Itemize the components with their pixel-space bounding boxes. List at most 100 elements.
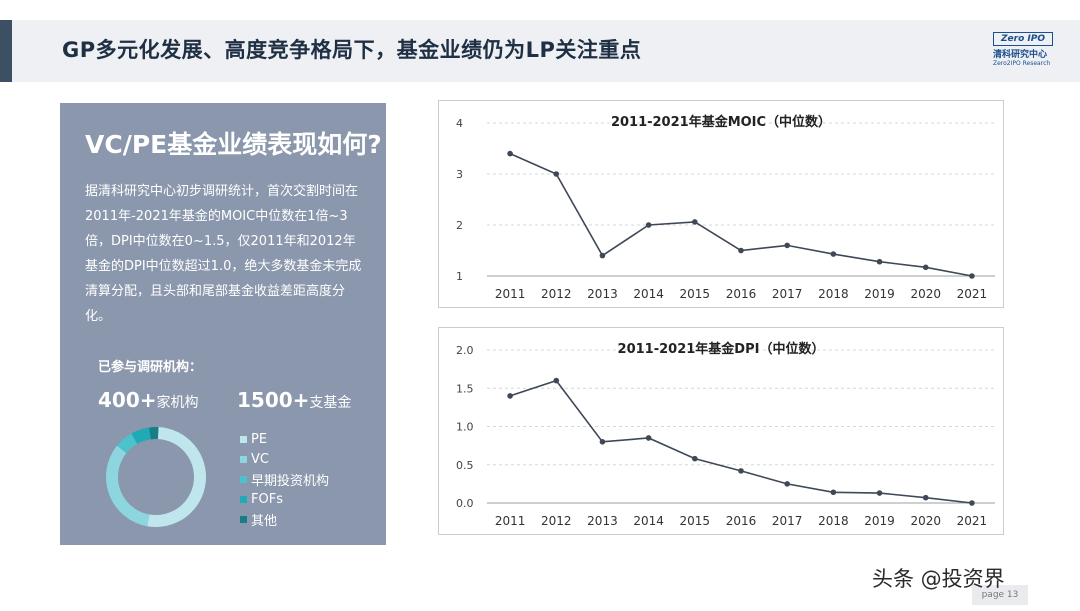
moic-x-tick-label: 2017: [772, 287, 803, 301]
moic-x-tick-label: 2018: [818, 287, 849, 301]
legend-swatch: [240, 515, 247, 523]
title-bar: [0, 20, 1080, 82]
dpi-data-point: [830, 489, 837, 496]
dpi-data-point: [645, 435, 652, 441]
legend-swatch: [240, 455, 247, 463]
dpi-y-tick-label: 2.0: [456, 344, 474, 357]
donut-slice-3: [117, 433, 138, 454]
stat-institutions-value: 400+: [98, 388, 157, 412]
moic-series-line: [509, 152, 973, 277]
legend-label: 早期投资机构: [251, 473, 330, 489]
page-number: page 13: [972, 585, 1028, 605]
dpi-x-tick-label: 2015: [680, 514, 711, 528]
dpi-x-tick-label: 2019: [864, 514, 895, 528]
moic-x-tick-label: 2020: [910, 287, 941, 301]
dpi-x-tick-label: 2020: [910, 514, 941, 528]
moic-data-point: [553, 171, 560, 177]
dpi-x-tick-label: 2018: [818, 514, 849, 528]
dpi-data-point: [553, 377, 560, 384]
dpi-data-point: [507, 393, 513, 399]
dpi-x-tick-label: 2013: [587, 514, 618, 528]
donut-slice-2: [105, 445, 150, 527]
legend-item: VC: [240, 449, 329, 469]
info-panel: VC/PE基金业绩表现如何? 据清科研究中心初步调研统计，首次交割时间在2011…: [60, 103, 386, 545]
moic-y-tick-label: 1: [456, 270, 463, 283]
panel-heading: VC/PE基金业绩表现如何?: [85, 130, 382, 159]
dpi-data-point: [599, 439, 606, 445]
legend-item: PE: [240, 429, 329, 449]
logo-cn-text: 清科研究中心: [993, 50, 1048, 60]
zero2ipo-logo: Zero IPO 清科研究中心 Zero2IPO Research: [993, 32, 1055, 70]
moic-y-tick-label: 4: [456, 117, 463, 130]
moic-data-point: [784, 242, 790, 249]
institution-type-donut: [105, 427, 206, 527]
dpi-data-point: [876, 490, 883, 496]
moic-x-tick-label: 2011: [495, 287, 526, 301]
dpi-data-point: [784, 481, 790, 487]
moic-data-point: [969, 273, 975, 279]
moic-x-tick-label: 2015: [680, 287, 711, 301]
moic-x-tick-label: 2014: [633, 287, 664, 301]
dpi-x-tick-label: 2016: [726, 514, 757, 528]
dpi-chart-svg: 0.0 0.5 1.0 1.5 2.0 2011 2012 2013 2014 2015 2016 2…: [456, 344, 995, 528]
moic-chart: 2011-2021年基金MOIC（中位数） 1 2 3 4 2011 2012 2013 20…: [438, 100, 1004, 308]
moic-y-tick-label: 3: [456, 168, 463, 181]
legend-swatch: [240, 495, 247, 503]
dpi-x-tick-label: 2011: [495, 514, 526, 528]
moic-data-point: [692, 219, 698, 225]
legend-label: VC: [251, 451, 269, 467]
moic-x-tick-label: 2012: [541, 287, 572, 301]
moic-data-point: [738, 247, 744, 254]
legend-swatch: [240, 435, 247, 443]
moic-chart-svg: 1 2 3 4 2011 2012 2013 2014 2015 2016 2017 2018 2019…: [456, 117, 995, 301]
dpi-x-tick-label: 2012: [541, 514, 572, 528]
dpi-chart: 2011-2021年基金DPI（中位数） 0.0 0.5 1.0 1.5 2.0 2011…: [438, 327, 1004, 535]
dpi-data-point: [738, 468, 744, 474]
moic-data-point: [507, 150, 513, 157]
logo-en-text: Zero2IPO Research: [993, 60, 1051, 67]
moic-x-tick-label: 2013: [587, 287, 618, 301]
legend-label: 其他: [251, 513, 278, 529]
legend-item: 其他: [240, 509, 329, 529]
stat-funds-unit: 支基金: [309, 395, 352, 411]
moic-y-tick-label: 2: [456, 219, 463, 232]
panel-body-text: 据清科研究中心初步调研统计，首次交割时间在2011年-2021年基金的MOIC中…: [85, 184, 362, 324]
donut-slice-1: [147, 427, 206, 527]
legend-swatch: [240, 475, 247, 483]
dpi-series-line: [509, 379, 973, 504]
dpi-x-tick-label: 2014: [633, 514, 664, 528]
donut-slice-4: [131, 427, 151, 444]
legend-label: PE: [251, 431, 268, 447]
moic-data-point: [876, 258, 883, 265]
dpi-chart-title: 2011-2021年基金DPI（中位数）: [617, 342, 825, 357]
stat-institutions: 400+家机构: [98, 388, 199, 412]
stat-funds: 1500+支基金: [237, 388, 351, 412]
legend-item: FOFs: [240, 489, 329, 509]
moic-data-point: [599, 252, 606, 259]
legend-item: 早期投资机构: [240, 469, 329, 489]
stat-institutions-unit: 家机构: [156, 395, 199, 411]
dpi-x-tick-label: 2017: [772, 514, 803, 528]
moic-data-point: [645, 222, 652, 228]
legend-label: FOFs: [251, 491, 283, 507]
dpi-data-point: [922, 494, 929, 501]
dpi-data-point: [692, 455, 698, 462]
moic-x-tick-label: 2016: [726, 287, 757, 301]
stat-funds-value: 1500+: [237, 388, 310, 412]
dpi-y-tick-label: 0.0: [456, 497, 474, 510]
slide-title: GP多元化发展、高度竞争格局下，基金业绩仍为LP关注重点: [62, 38, 642, 62]
moic-data-point: [922, 264, 929, 271]
source-watermark: 头条 @投资界: [872, 567, 1005, 591]
donut-legend: PE VC 早期投资机构 FOFs 其他: [240, 429, 329, 529]
moic-x-tick-label: 2019: [864, 287, 895, 301]
logo-wordmark: Zero IPO: [993, 32, 1053, 46]
panel-sub-heading: 已参与调研机构：: [98, 360, 203, 375]
moic-data-point: [830, 251, 837, 257]
moic-chart-title: 2011-2021年基金MOIC（中位数）: [610, 115, 832, 130]
title-accent: [0, 20, 12, 82]
moic-x-tick-label: 2021: [957, 287, 988, 301]
dpi-y-tick-label: 0.5: [456, 459, 474, 472]
dpi-y-tick-label: 1.0: [456, 421, 474, 434]
dpi-x-tick-label: 2021: [957, 514, 988, 528]
